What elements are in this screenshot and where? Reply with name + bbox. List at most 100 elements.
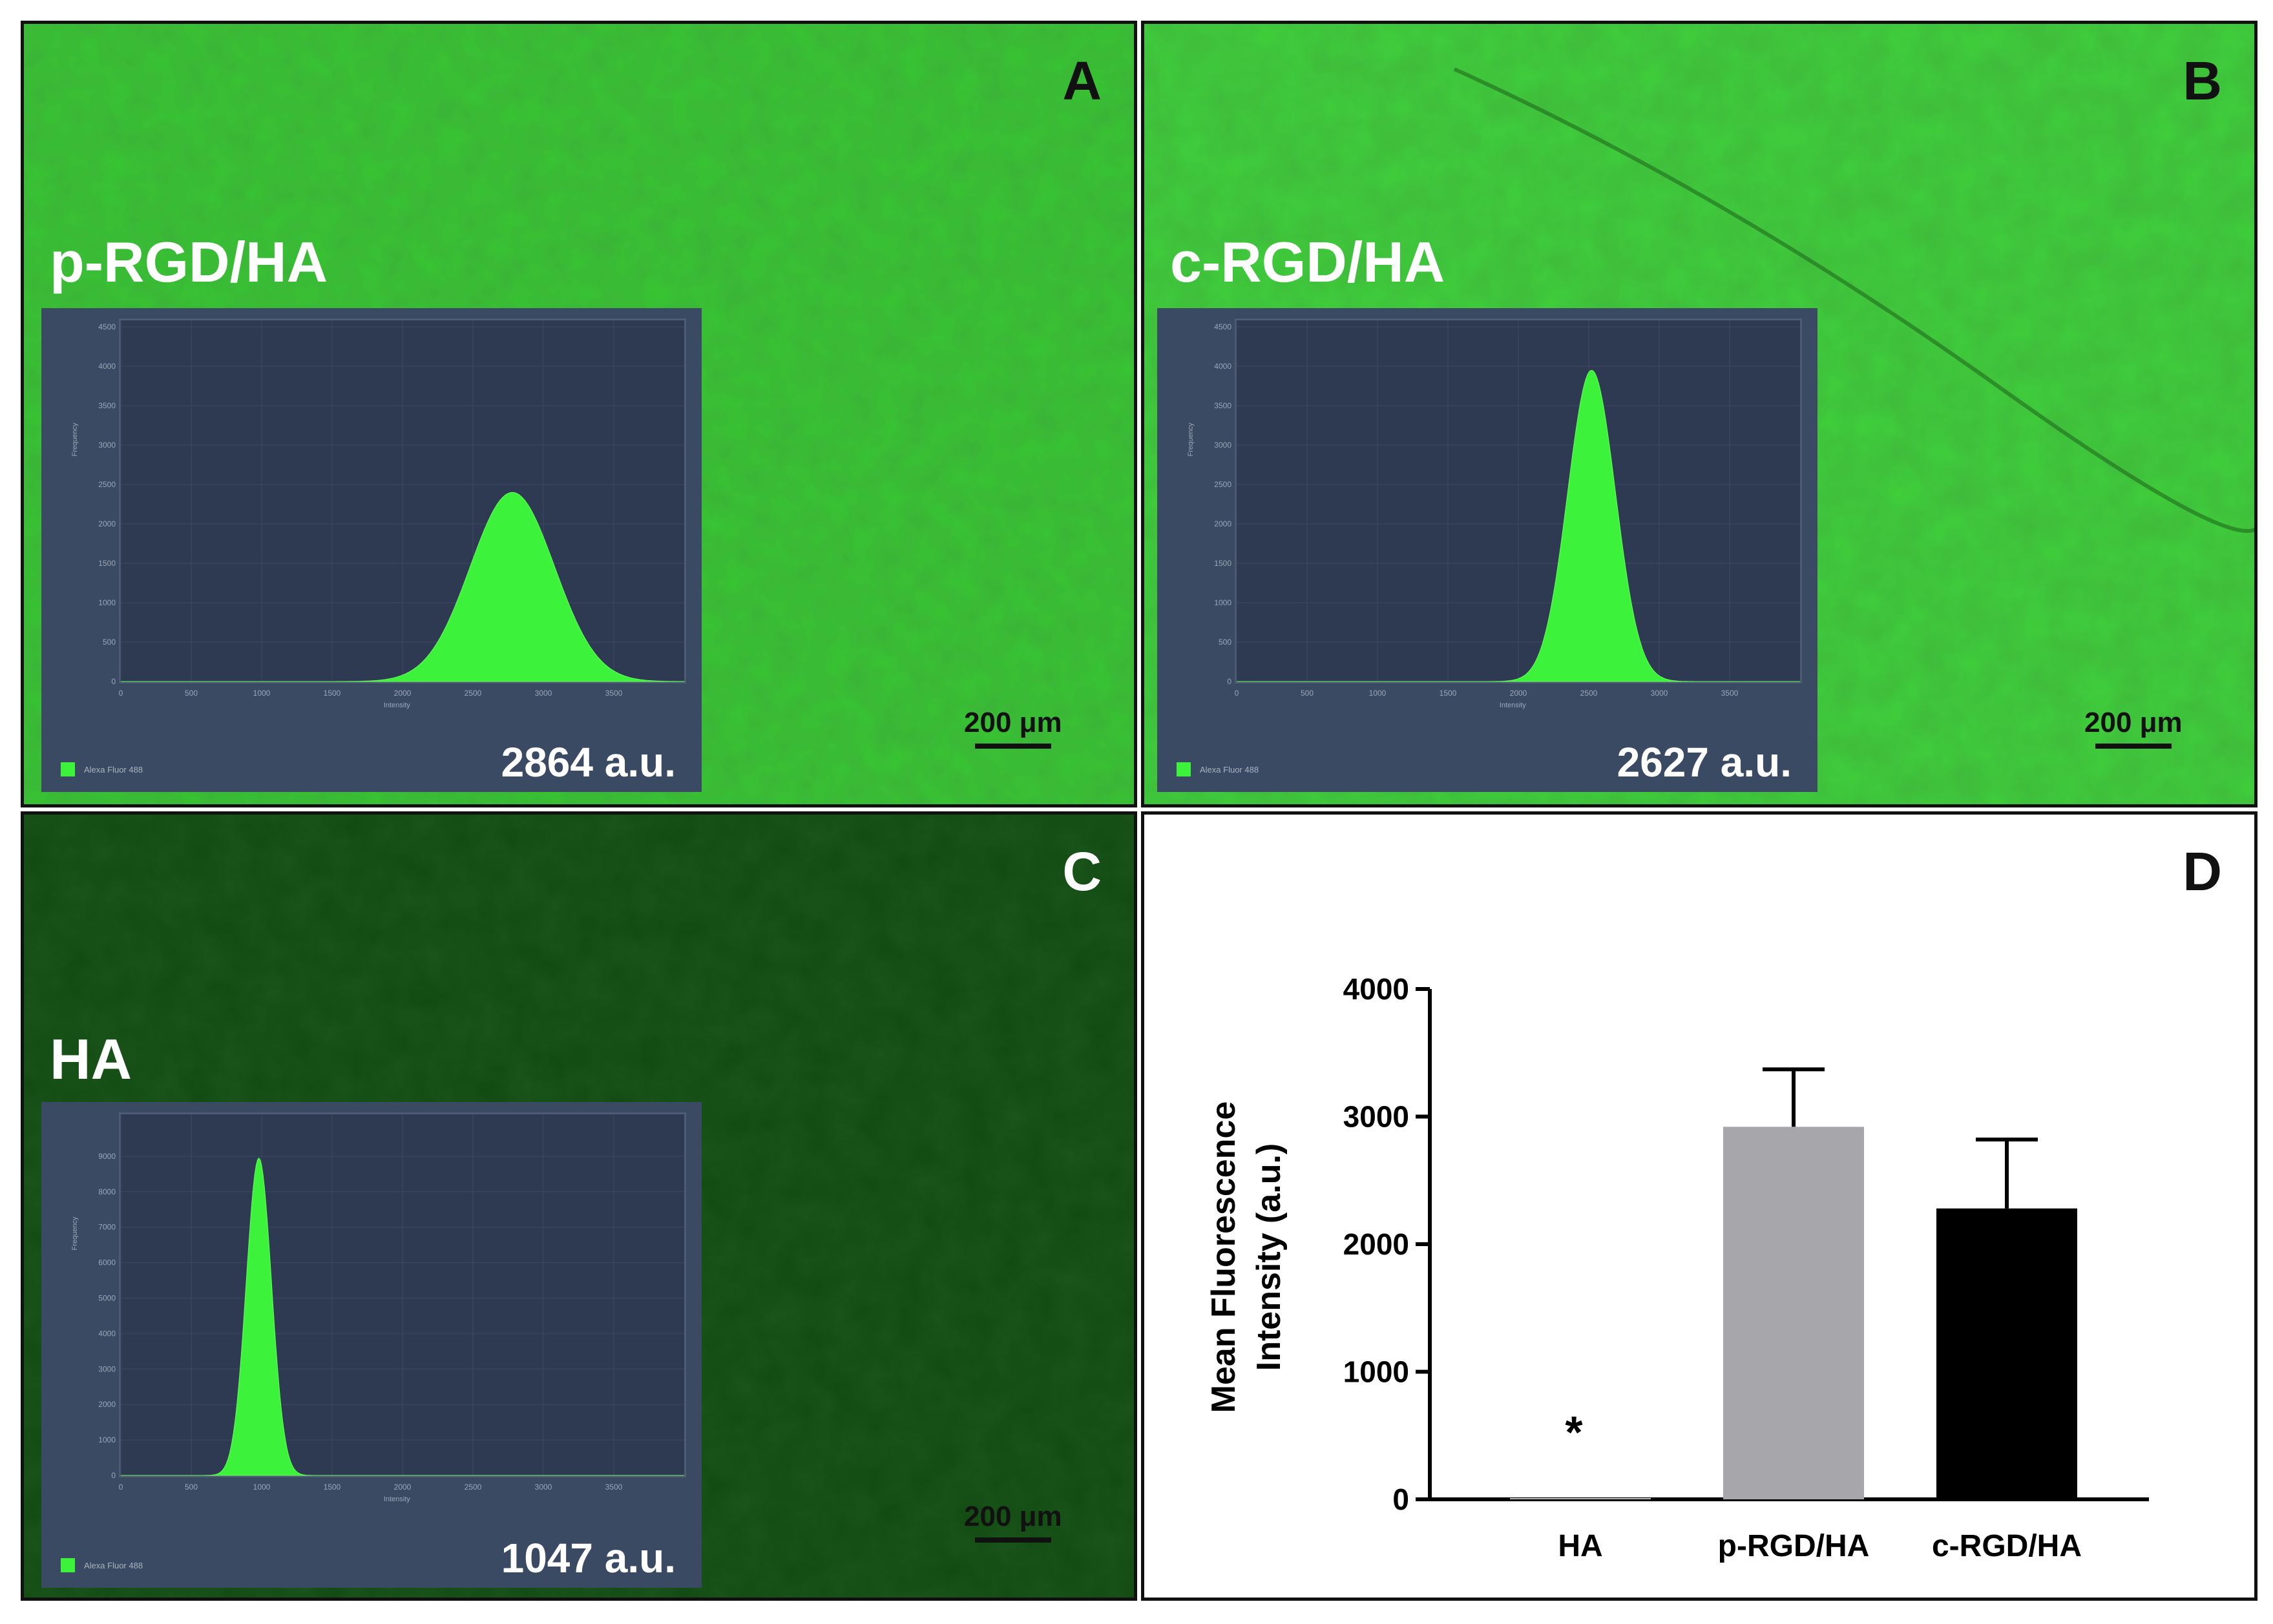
scale-bar-a: 200 μm (964, 709, 1062, 749)
x-tick-label: p-RGD/HA (1718, 1529, 1870, 1563)
hist-x-tick-label: 3500 (605, 1483, 623, 1492)
scale-bar-line (974, 744, 1051, 749)
hist-x-tick-label: 0 (1235, 689, 1239, 698)
histogram-legend: Alexa Fluor 488 (61, 1558, 143, 1572)
bar-ha (1510, 1498, 1651, 1499)
mean-intensity-a: 2864 a.u. (501, 739, 676, 786)
hist-y-tick-label: 4000 (98, 1329, 116, 1338)
hist-x-tick-label: 3500 (1721, 689, 1739, 698)
hist-x-tick-label: 2000 (394, 1483, 412, 1492)
histogram-legend: Alexa Fluor 488 (61, 762, 143, 776)
hist-distribution (1237, 370, 1800, 682)
hist-x-tick-label: 1000 (253, 689, 271, 698)
hist-y-tick-label: 1500 (98, 559, 116, 568)
scale-bar-b: 200 μm (2084, 709, 2183, 749)
histogram-inset-c: 0 1000 2000 3000 4000 5000 6000 7000 8000 9000 0 50… (41, 1102, 702, 1588)
hist-y-tick-label: 1000 (1214, 598, 1231, 607)
sample-label-a: p-RGD/HA (50, 230, 328, 294)
panel-c: C HA 0 1000 2000 3000 4000 5000 6000 7000 8000 90… (21, 811, 1137, 1601)
y-tick-label: 0 (1392, 1483, 1409, 1516)
hist-y-tick-label: 4000 (1214, 362, 1231, 371)
hist-y-tick-label: 2500 (98, 480, 116, 489)
scale-bar-line (2095, 744, 2172, 749)
hist-y-tick-label: 2000 (98, 1400, 116, 1409)
hist-y-tick-label: 3000 (98, 441, 116, 450)
hist-y-tick-label: 3000 (1214, 441, 1231, 450)
hist-x-tick-label: 3000 (1651, 689, 1668, 698)
hist-x-tick-label: 1500 (1440, 689, 1457, 698)
panel-letter-c: C (1062, 841, 1102, 902)
hist-x-tick-label: 1000 (1369, 689, 1387, 698)
hist-x-axis-label: Intensity (384, 1495, 410, 1503)
hist-y-tick-label: 500 (103, 638, 116, 647)
hist-y-tick-label: 6000 (98, 1258, 116, 1267)
hist-y-tick-label: 4500 (98, 322, 116, 331)
hist-y-tick-label: 9000 (98, 1152, 116, 1161)
hist-x-tick-label: 3000 (535, 1483, 552, 1492)
y-axis-label: Mean Fluorescence (1205, 1101, 1242, 1413)
histogram-inset-a: 0 500 1000 1500 2000 2500 3000 3500 4000 4500 0 500… (41, 308, 702, 792)
legend-swatch (61, 1558, 75, 1572)
histogram-legend: Alexa Fluor 488 (1177, 762, 1259, 776)
histogram-inset-b: 0 500 1000 1500 2000 2500 3000 3500 4000 4500 0 500… (1157, 308, 1817, 792)
hist-x-axis-label: Intensity (384, 702, 410, 709)
hist-y-tick-label: 4000 (98, 362, 116, 371)
legend-text: Alexa Fluor 488 (84, 1560, 143, 1570)
hist-y-tick-label: 7000 (98, 1223, 116, 1232)
hist-y-axis-label: Frequency (71, 422, 79, 456)
mean-intensity-c: 1047 a.u. (501, 1535, 676, 1581)
panel-b: B c-RGD/HA 0 500 1000 1500 2000 2500 3000 3500 4… (1141, 21, 2257, 807)
scale-bar-label: 200 μm (964, 707, 1062, 738)
hist-y-axis-label: Frequency (71, 1216, 79, 1250)
histogram-a: 0 500 1000 1500 2000 2500 3000 3500 4000 4500 0 500… (71, 320, 685, 709)
panel-a: A p-RGD/HA 0 500 1000 1500 2000 2500 3000 3500 4… (21, 21, 1137, 807)
legend-text: Alexa Fluor 488 (84, 764, 143, 775)
hist-y-tick-label: 3500 (1214, 401, 1231, 410)
hist-y-tick-label: 8000 (98, 1187, 116, 1196)
histogram-b: 0 500 1000 1500 2000 2500 3000 3500 4000 4500 0 500… (1187, 320, 1800, 709)
bar-chart: 0 1000 2000 3000 4000 HA p-RGD/HA c-RGD/HA * Mean… (1205, 972, 2149, 1563)
hist-x-tick-label: 500 (185, 1483, 198, 1492)
panel-letter-a: A (1062, 50, 1102, 111)
hist-x-tick-label: 500 (1301, 689, 1314, 698)
hist-y-tick-label: 4500 (1214, 322, 1231, 331)
hist-y-tick-label: 1000 (98, 598, 116, 607)
hist-x-tick-label: 2500 (465, 1483, 482, 1492)
scale-bar-c: 200 μm (964, 1503, 1062, 1543)
hist-x-tick-label: 0 (119, 1483, 123, 1492)
y-tick-label: 2000 (1343, 1227, 1409, 1261)
y-tick-label: 1000 (1343, 1355, 1409, 1389)
hist-y-tick-label: 1000 (98, 1435, 116, 1444)
bar-c-rgd/ha (1936, 1208, 2077, 1499)
hist-distribution (121, 492, 685, 682)
hist-y-tick-label: 2000 (98, 519, 116, 528)
x-tick-label: c-RGD/HA (1932, 1529, 2082, 1563)
hist-x-tick-label: 1500 (324, 1483, 341, 1492)
hist-distribution (121, 1157, 684, 1476)
scale-bar-label: 200 μm (964, 1501, 1062, 1532)
panel-d: D 0 1000 2000 3000 4000 HA p-RGD/HA c-RGD/HA * Me… (1141, 811, 2257, 1601)
y-axis-label: Intensity (a.u.) (1250, 1143, 1288, 1371)
scale-bar-label: 200 μm (2084, 707, 2183, 738)
sample-label-b: c-RGD/HA (1170, 230, 1445, 294)
hist-y-tick-label: 0 (111, 677, 116, 686)
bar-p-rgd/ha (1723, 1127, 1864, 1499)
hist-x-tick-label: 1000 (253, 1483, 271, 1492)
y-tick-label: 4000 (1343, 972, 1409, 1006)
hist-y-tick-label: 3000 (98, 1364, 116, 1373)
hist-y-axis-label: Frequency (1187, 422, 1195, 456)
hist-y-tick-label: 1500 (1214, 559, 1231, 568)
y-tick-label: 3000 (1343, 1100, 1409, 1134)
hist-x-tick-label: 1500 (324, 689, 341, 698)
hist-x-tick-label: 2000 (394, 689, 412, 698)
hist-x-tick-label: 500 (185, 689, 198, 698)
hist-x-tick-label: 2500 (465, 689, 482, 698)
legend-swatch (61, 762, 75, 776)
scale-bar-line (974, 1537, 1051, 1543)
significance-marker: * (1565, 1407, 1583, 1457)
hist-x-tick-label: 2500 (1580, 689, 1598, 698)
hist-x-tick-label: 2000 (1510, 689, 1527, 698)
histogram-c: 0 1000 2000 3000 4000 5000 6000 7000 8000 9000 0 50… (71, 1114, 684, 1503)
hist-x-tick-label: 3000 (535, 689, 552, 698)
hist-y-tick-label: 0 (111, 1471, 116, 1480)
